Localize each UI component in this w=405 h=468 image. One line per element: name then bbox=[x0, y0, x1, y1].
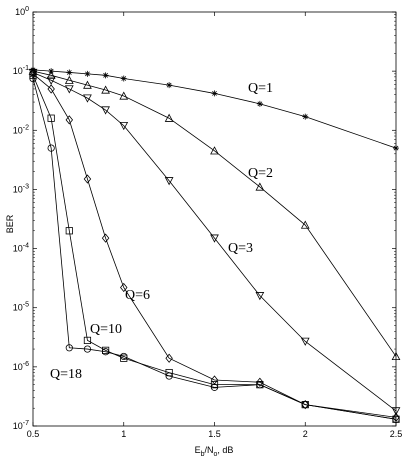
y-tick-base: 10 bbox=[13, 66, 23, 76]
y-tick-base: 10 bbox=[13, 362, 23, 372]
y-tick-exponent: -2 bbox=[23, 124, 29, 131]
marker-diamond bbox=[47, 84, 55, 94]
series-q6 bbox=[29, 69, 400, 422]
y-tick-exponent: -1 bbox=[23, 65, 29, 72]
marker-square bbox=[47, 114, 55, 122]
series-line bbox=[32, 70, 397, 357]
marker-circle bbox=[29, 74, 37, 83]
y-tick-label: 10-3 bbox=[13, 183, 29, 194]
series-q3 bbox=[28, 68, 401, 416]
marker-diamond bbox=[101, 233, 110, 243]
y-tick-exponent: -5 bbox=[23, 302, 29, 309]
marker-triangle-up bbox=[210, 146, 219, 155]
y-tick-base: 10 bbox=[13, 421, 23, 431]
curve-labels: Q=1 Q=2 Q=3 Q=6 Q=10 Q=18 bbox=[50, 81, 273, 382]
marker-triangle-down bbox=[210, 234, 219, 243]
marker-circle bbox=[47, 144, 55, 152]
marker-triangle-up bbox=[255, 182, 265, 191]
y-tick-label: 10-7 bbox=[13, 420, 29, 431]
series-line bbox=[32, 78, 397, 420]
marker-square bbox=[29, 71, 37, 79]
marker-triangle-up bbox=[164, 113, 174, 122]
marker-diamond bbox=[165, 353, 173, 363]
curve-label-q18: Q=18 bbox=[50, 367, 82, 382]
marker-circle bbox=[392, 415, 400, 423]
marker-diamond bbox=[83, 174, 92, 184]
x-axis-title-main: E bbox=[195, 445, 201, 455]
curve-label-q3: Q=3 bbox=[228, 241, 253, 256]
marker-square bbox=[83, 336, 92, 345]
y-tick-exponent: 0 bbox=[25, 6, 29, 13]
y-tick-base: 10 bbox=[13, 125, 23, 135]
axis-ticks: 0.5 1 1.5 2 2.510010-110-210-310-410-510-610… bbox=[13, 6, 403, 439]
marker-triangle-down bbox=[391, 407, 401, 416]
marker-triangle-up bbox=[101, 85, 110, 94]
marker-triangle-up bbox=[83, 80, 92, 89]
marker-triangle-up bbox=[391, 351, 401, 361]
marker-triangle-down bbox=[64, 85, 74, 94]
marker-triangle-down bbox=[101, 106, 110, 115]
y-tick-base: 10 bbox=[13, 184, 23, 194]
y-tick-label: 100 bbox=[15, 6, 29, 17]
series-q1 bbox=[30, 66, 399, 152]
x-axis-title: Eb/No, dB bbox=[195, 445, 234, 458]
y-tick-exponent: -3 bbox=[23, 183, 29, 190]
x-tick-label: 1.5 bbox=[208, 429, 221, 439]
plot-frame bbox=[32, 11, 397, 427]
marker-circle bbox=[165, 372, 173, 380]
y-tick-exponent: -6 bbox=[23, 361, 29, 368]
y-tick-label: 10-1 bbox=[13, 65, 29, 76]
y-tick-base: 10 bbox=[15, 7, 25, 17]
y-tick-exponent: -7 bbox=[23, 420, 29, 427]
y-tick-base: 10 bbox=[13, 244, 23, 254]
y-tick-exponent: -4 bbox=[23, 243, 29, 250]
marker-circle bbox=[83, 345, 92, 353]
x-tick-label: 0.5 bbox=[27, 429, 40, 439]
marker-triangle-down bbox=[119, 122, 129, 131]
series-q18 bbox=[29, 74, 400, 423]
marker-triangle-down bbox=[83, 94, 92, 103]
marker-circle bbox=[120, 352, 128, 361]
marker-triangle-up bbox=[119, 91, 129, 100]
marker-square bbox=[210, 381, 219, 389]
x-tick-label: 1 bbox=[121, 429, 126, 439]
y-tick-label: 10-2 bbox=[13, 124, 29, 135]
y-tick-label: 10-6 bbox=[13, 361, 29, 372]
x-axis-title-mid: /N bbox=[205, 445, 214, 455]
marker-triangle-up bbox=[64, 75, 74, 84]
marker-circle bbox=[102, 348, 110, 356]
x-tick-label: 2.5 bbox=[390, 429, 403, 439]
series-line bbox=[32, 73, 397, 418]
marker-square bbox=[65, 227, 73, 235]
marker-triangle-down bbox=[255, 292, 265, 301]
y-axis-title: BER bbox=[5, 214, 15, 233]
marker-triangle-down bbox=[46, 76, 56, 85]
x-axis-title-suffix: , dB bbox=[217, 445, 233, 455]
marker-triangle-up bbox=[300, 220, 310, 229]
marker-triangle-down bbox=[164, 177, 174, 186]
marker-diamond bbox=[65, 115, 74, 125]
marker-circle bbox=[210, 383, 219, 391]
marker-triangle-up bbox=[46, 70, 56, 79]
series-line bbox=[32, 72, 397, 412]
x-tick-label: 2 bbox=[303, 429, 308, 439]
marker-triangle-down bbox=[300, 337, 310, 346]
curve-label-q2: Q=2 bbox=[248, 166, 273, 181]
curve-label-q6: Q=6 bbox=[125, 288, 150, 303]
x-axis-title-sub-b: b bbox=[201, 451, 205, 458]
marker-circle bbox=[301, 401, 309, 409]
y-tick-label: 10-5 bbox=[13, 302, 29, 313]
x-axis-title-sub-o: o bbox=[214, 451, 218, 458]
marker-circle bbox=[65, 344, 73, 352]
curve-label-q10: Q=10 bbox=[90, 322, 122, 337]
y-tick-label: 10-4 bbox=[13, 243, 29, 254]
marker-diamond bbox=[120, 282, 128, 293]
marker-diamond bbox=[256, 377, 264, 387]
curve-label-q1: Q=1 bbox=[248, 81, 273, 96]
marker-circle bbox=[256, 381, 264, 389]
y-tick-base: 10 bbox=[13, 303, 23, 313]
series-layer bbox=[28, 66, 401, 423]
